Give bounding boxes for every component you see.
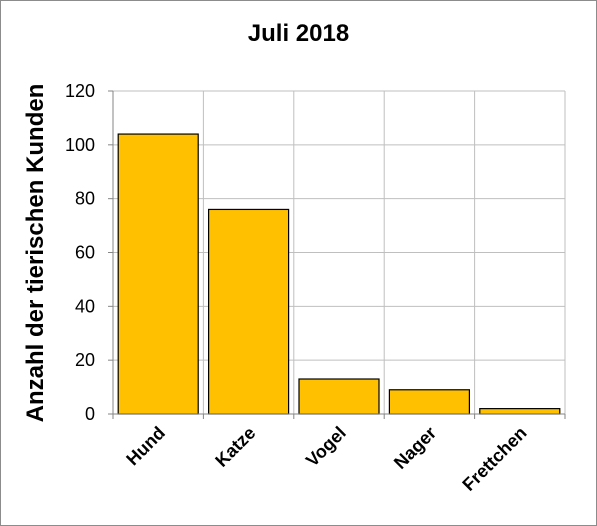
bar-katze: [208, 208, 290, 415]
x-tick-label: Katze: [211, 423, 259, 471]
bars: [117, 133, 561, 415]
y-tick-label: 120: [65, 81, 95, 101]
y-tick-label: 60: [75, 243, 95, 263]
x-tick-label: Vogel: [302, 423, 350, 471]
x-tick-label: Frettchen: [458, 423, 530, 495]
y-tick-label: 0: [85, 404, 95, 424]
y-tick-label: 40: [75, 296, 95, 316]
bar-vogel: [298, 378, 380, 415]
y-tick-label: 80: [75, 189, 95, 209]
x-tick-label: Hund: [122, 423, 169, 470]
bar-frettchen: [479, 408, 561, 415]
y-tick-label: 20: [75, 350, 95, 370]
y-tick-labels: 0 20 40 60 80 100 120: [65, 81, 95, 424]
axes: [108, 90, 566, 419]
grid-lines: [113, 90, 566, 414]
bar-hund: [117, 133, 199, 415]
y-tick-label: 100: [65, 135, 95, 155]
bar-nager: [388, 389, 470, 415]
x-tick-label: Nager: [390, 423, 440, 473]
x-tick-labels: Hund Katze Vogel Nager Frettchen: [122, 423, 530, 495]
chart-title: Juli 2018: [247, 20, 350, 47]
